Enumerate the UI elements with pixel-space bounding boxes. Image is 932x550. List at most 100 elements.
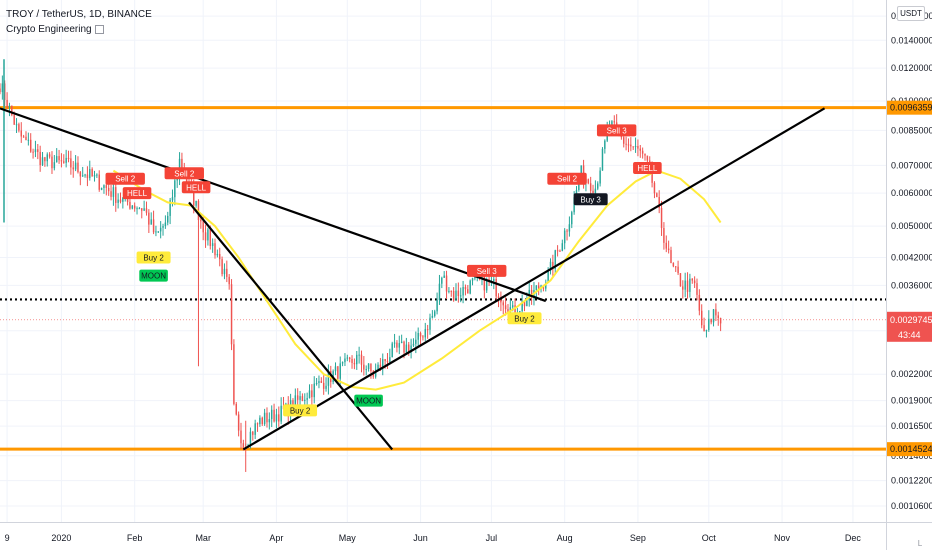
sell-signal[interactable]: Sell 2: [547, 172, 587, 185]
candle: [667, 240, 670, 254]
signal-label: Sell 2: [174, 169, 195, 178]
candle-body: [641, 150, 644, 154]
sell-signal[interactable]: Sell 2: [164, 167, 204, 180]
buy-signal[interactable]: Buy 2: [136, 251, 171, 264]
signal-label: MOON: [356, 397, 381, 406]
candle-body: [587, 179, 590, 184]
candle: [240, 422, 242, 450]
candle: [29, 133, 32, 153]
price-tick-label: 0.0085000: [891, 125, 932, 135]
candle: [445, 270, 448, 300]
buy-signal[interactable]: Buy 2: [507, 312, 542, 325]
candle: [656, 192, 658, 198]
time-tick-label: Aug: [557, 533, 573, 543]
candle-body: [679, 273, 682, 287]
candle-body: [195, 201, 197, 206]
candle-body: [311, 390, 313, 398]
candle: [207, 227, 209, 246]
candle: [334, 362, 337, 376]
candle-body: [686, 280, 689, 292]
moving-average-line: [112, 169, 722, 391]
candle: [700, 304, 703, 329]
moon-signal[interactable]: MOON: [139, 269, 168, 282]
signal-label-bg: [139, 269, 168, 282]
candle-body: [526, 300, 528, 307]
candle-body: [1, 83, 4, 93]
candle-body: [301, 396, 304, 401]
currency-button[interactable]: USDT: [897, 6, 925, 21]
signal-label: Sell 2: [557, 175, 578, 184]
candle-body: [334, 366, 337, 372]
signal-label: Sell 2: [115, 175, 136, 184]
candle-body: [639, 148, 642, 151]
candle-body: [613, 121, 616, 123]
candle-body: [623, 137, 625, 144]
candle-body: [556, 250, 559, 252]
price-tick-label: 0.0036000: [891, 280, 932, 290]
candle: [218, 247, 221, 267]
candle-body: [604, 140, 606, 149]
candle: [155, 225, 157, 237]
sell-signal[interactable]: HELL: [122, 187, 152, 200]
sell-signal[interactable]: HELL: [633, 161, 662, 174]
candle: [39, 145, 41, 172]
candle: [639, 144, 642, 158]
candle: [568, 216, 571, 237]
candle-body: [304, 399, 306, 401]
buy-signal[interactable]: Buy 2: [283, 404, 318, 417]
candle-body: [684, 280, 686, 290]
candle-body: [398, 343, 401, 348]
candle-body: [535, 285, 538, 290]
sell-signal[interactable]: Sell 3: [467, 264, 507, 277]
candle: [455, 283, 457, 301]
candle-body: [537, 285, 540, 289]
price-tick-label: 0.0070000: [891, 160, 932, 170]
candle-body: [391, 343, 393, 358]
candle-body: [13, 115, 15, 125]
price-tick-label: 0.0019000: [891, 396, 932, 406]
candle: [644, 153, 646, 161]
candle-body: [450, 290, 453, 292]
candle: [6, 92, 8, 109]
candle-body: [296, 395, 299, 400]
candle-body: [119, 199, 122, 202]
candle-body: [162, 226, 164, 228]
candle-body: [339, 363, 341, 379]
sell-signal[interactable]: HELL: [181, 181, 211, 194]
candle-body: [100, 188, 103, 190]
candle: [280, 397, 282, 425]
candle: [322, 375, 325, 395]
candle-body: [571, 212, 573, 225]
candle-body: [674, 266, 677, 268]
candle-body: [715, 309, 717, 316]
candle-body: [60, 160, 63, 162]
candle-body: [663, 228, 665, 243]
candle: [389, 348, 391, 363]
candle-body: [455, 290, 457, 301]
price-tick-label: 0.0010600: [891, 501, 932, 511]
candle-body: [273, 409, 275, 422]
candle: [462, 280, 464, 304]
moon-signal[interactable]: MOON: [354, 394, 383, 407]
candle-body: [228, 276, 230, 285]
candle: [464, 284, 467, 296]
candle: [308, 384, 311, 399]
buy-signal[interactable]: Buy 3: [573, 193, 608, 206]
candle-body: [53, 162, 56, 169]
candle-body: [152, 219, 155, 233]
sell-signal[interactable]: Sell 3: [596, 124, 637, 137]
candle: [653, 181, 656, 199]
candle-body: [96, 174, 98, 176]
candle: [500, 291, 502, 312]
candle-body: [230, 284, 233, 345]
time-tick-label: Feb: [127, 533, 143, 543]
candle-body: [471, 278, 474, 281]
candle-body: [22, 136, 25, 138]
scale-mode-toggle[interactable]: L: [918, 539, 923, 548]
sell-signal[interactable]: Sell 2: [105, 172, 145, 185]
indicator-settings-icon[interactable]: [94, 24, 104, 34]
candle-body: [566, 230, 568, 232]
time-tick-label: Mar: [195, 533, 211, 543]
